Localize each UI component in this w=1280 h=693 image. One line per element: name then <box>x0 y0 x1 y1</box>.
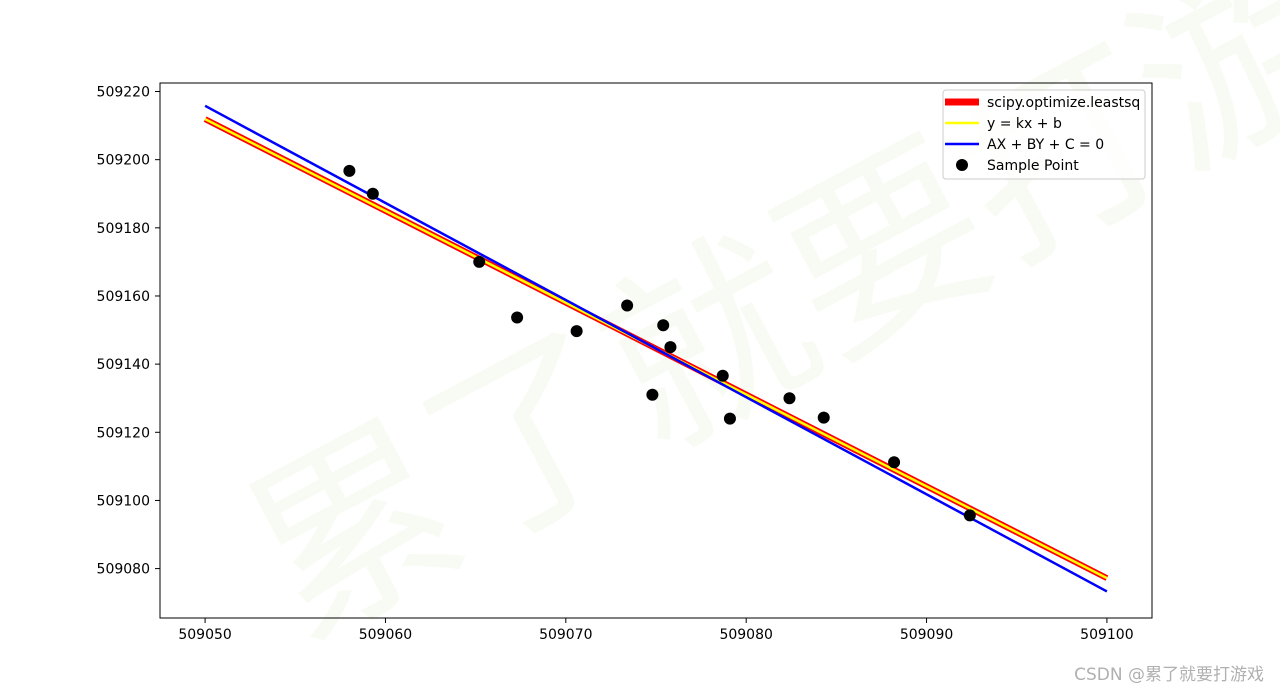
sample-point <box>664 341 677 354</box>
series-line-2 <box>204 104 1108 593</box>
x-tick-label: 509050 <box>178 627 231 643</box>
sample-point <box>657 319 670 332</box>
x-tick-label: 509060 <box>359 627 412 643</box>
legend-swatch-3 <box>956 159 968 171</box>
sample-point <box>646 388 659 401</box>
sample-point <box>723 412 736 425</box>
y-tick-label: 509220 <box>97 85 150 101</box>
legend-label: Sample Point <box>987 158 1079 174</box>
sample-point <box>366 187 379 200</box>
sample-point <box>473 255 486 268</box>
legend: scipy.optimize.leastsq y = kx + b AX + BY … <box>942 89 1146 180</box>
x-tick-label: 509080 <box>719 627 772 643</box>
sample-point <box>716 369 729 382</box>
y-tick-label: 509100 <box>97 493 150 509</box>
sample-point <box>783 392 796 405</box>
y-tick-label: 509180 <box>97 221 150 237</box>
legend-label: scipy.optimize.leastsq <box>987 95 1140 111</box>
sample-point <box>963 509 976 522</box>
x-tick-label: 509070 <box>539 627 592 643</box>
y-tick-label: 509120 <box>97 425 150 441</box>
legend-box <box>942 89 1146 180</box>
legend-label: AX + BY + C = 0 <box>987 137 1104 153</box>
sample-point <box>511 311 524 324</box>
plot-lines <box>203 104 1109 593</box>
y-tick-label: 509140 <box>97 357 150 373</box>
y-axis: 509080 509100 509120 509140 509160 509180 5092… <box>97 85 160 578</box>
sample-point <box>621 299 634 312</box>
y-tick-label: 509200 <box>97 153 150 169</box>
sample-point <box>817 411 830 424</box>
x-tick-label: 509090 <box>900 627 953 643</box>
x-tick-label: 509100 <box>1080 627 1133 643</box>
y-tick-label: 509160 <box>97 289 150 305</box>
plot-area-frame <box>159 82 1153 619</box>
plot-points <box>343 164 976 522</box>
x-axis: 509050 509060 509070 509080 509090 509100 <box>178 618 1134 643</box>
legend-label: y = kx + b <box>987 116 1062 132</box>
sample-point <box>570 325 583 338</box>
sample-point <box>888 456 901 469</box>
credit-watermark: CSDN @累了就要打游戏 <box>1074 665 1264 685</box>
y-tick-label: 509080 <box>97 562 150 578</box>
sample-point <box>343 164 356 177</box>
